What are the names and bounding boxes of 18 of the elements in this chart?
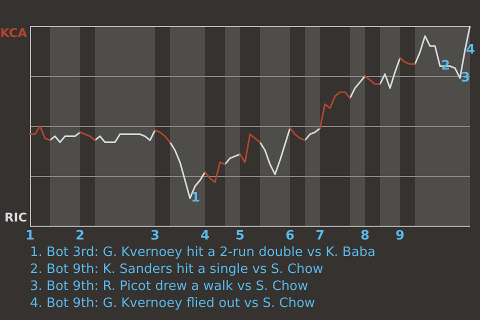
x-tick-label: 3 [150,228,160,244]
x-tick-label: 2 [75,228,85,244]
x-tick-label: 9 [395,228,405,244]
text: 1. Bot 3rd: G. Kvernoey hit a 2-run double vs K. Baba [30,244,376,261]
x-tick-label: 7 [315,228,325,244]
text: KCA [0,26,28,40]
x-tick-label: 8 [360,228,370,244]
text: 4. Bot 9th: G. Kvernoey flied out vs S. Chow [30,295,316,312]
annotation: 3 [461,70,470,86]
text: 3. Bot 9th: R. Picot drew a walk vs S. Chow [30,278,310,295]
x-tick-label: 5 [235,228,245,244]
text: 2. Bot 9th: K. Sanders hit a single vs S. Chow [30,261,324,278]
x-tick-label: 1 [25,228,35,244]
text: RIC [4,210,28,225]
x-tick-label: 4 [200,228,210,244]
annotation: 1 [191,190,200,206]
x-tick-label: 6 [285,228,295,244]
annotation: 4 [466,42,476,58]
